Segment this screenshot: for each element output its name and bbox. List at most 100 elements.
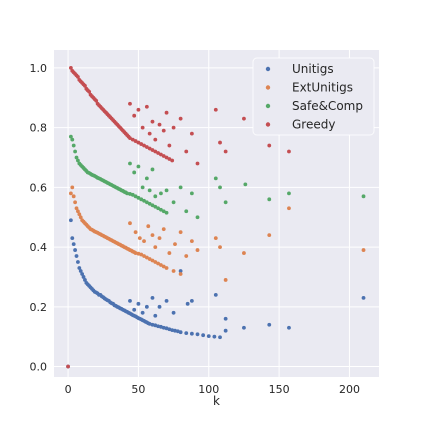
data-point	[213, 176, 218, 181]
data-point	[150, 167, 155, 172]
data-point	[150, 295, 155, 300]
legend-marker	[265, 122, 271, 127]
data-point	[76, 158, 80, 163]
data-point	[66, 364, 70, 369]
data-point	[128, 221, 132, 226]
data-point	[136, 195, 141, 200]
data-point	[267, 322, 272, 327]
data-point	[164, 210, 169, 215]
data-point	[161, 128, 166, 133]
data-point	[136, 140, 141, 145]
data-point	[184, 254, 189, 258]
x-axis-label: k	[213, 394, 220, 408]
data-point	[164, 188, 169, 193]
data-point	[139, 142, 144, 146]
data-point	[70, 185, 75, 190]
y-tick-label: 1.0	[30, 62, 48, 75]
data-point	[147, 201, 152, 206]
data-point	[147, 146, 152, 151]
data-point	[132, 113, 137, 118]
data-point	[195, 248, 200, 252]
data-point	[157, 304, 162, 309]
data-point	[139, 197, 144, 202]
data-point	[164, 298, 169, 303]
data-point	[146, 224, 151, 229]
y-tick-label: 0.6	[30, 181, 48, 194]
legend-label: ExtUnitigs	[292, 81, 353, 95]
x-tick-label: 100	[198, 383, 219, 396]
data-point	[71, 242, 76, 247]
x-tick-label: 0	[65, 383, 72, 396]
data-point	[267, 197, 272, 202]
data-point	[218, 245, 222, 249]
data-point	[153, 204, 158, 209]
data-point	[206, 334, 211, 338]
data-point	[157, 236, 162, 241]
data-point	[142, 198, 146, 203]
data-point	[213, 292, 218, 297]
data-point	[218, 185, 222, 190]
data-point	[170, 158, 175, 163]
legend-label: Greedy	[292, 118, 335, 132]
data-point	[77, 266, 82, 270]
data-point	[189, 131, 194, 136]
data-point	[150, 258, 155, 263]
data-point	[156, 206, 161, 211]
data-point	[178, 272, 183, 276]
series-unitigs	[66, 218, 366, 369]
data-point	[147, 257, 152, 261]
data-point	[195, 215, 200, 220]
data-point	[137, 236, 142, 241]
data-point	[74, 206, 79, 211]
data-point	[150, 233, 155, 238]
data-point	[159, 207, 163, 212]
data-point	[71, 143, 76, 148]
data-point	[136, 107, 141, 112]
data-point	[223, 328, 228, 333]
data-point	[173, 242, 177, 247]
data-point	[287, 191, 291, 196]
data-point	[223, 200, 228, 205]
data-point	[132, 307, 137, 312]
data-point	[242, 325, 246, 330]
data-point	[87, 89, 92, 94]
data-point	[167, 251, 172, 255]
data-point	[178, 330, 183, 335]
data-point	[150, 203, 155, 208]
data-point	[94, 98, 99, 103]
data-point	[184, 331, 189, 336]
data-point	[70, 137, 75, 142]
data-point	[189, 191, 194, 196]
data-point	[136, 301, 141, 306]
data-point	[144, 176, 149, 181]
data-point	[136, 164, 141, 169]
data-point	[76, 209, 80, 214]
data-point	[171, 310, 176, 315]
data-point	[361, 248, 366, 252]
data-point	[361, 295, 366, 300]
data-point	[128, 136, 132, 140]
data-point	[184, 209, 189, 214]
data-point	[144, 104, 149, 109]
data-point	[68, 191, 73, 196]
data-point	[144, 304, 149, 309]
data-point	[128, 161, 132, 166]
data-point	[185, 301, 190, 306]
tick-labels: 0 50 100 150 200 0.0 0.2 0.4 0.6 0.8 1.0	[30, 62, 360, 396]
data-point	[161, 227, 166, 232]
data-point	[140, 185, 145, 190]
data-point	[287, 206, 291, 211]
data-point	[153, 245, 158, 249]
data-point	[213, 107, 218, 112]
y-tick-label: 0.2	[30, 301, 48, 314]
y-tick-label: 0.4	[30, 241, 48, 254]
data-point	[161, 209, 166, 214]
data-point	[218, 140, 222, 145]
data-point	[171, 200, 176, 205]
legend-label: Unitigs	[292, 62, 334, 76]
data-point	[184, 149, 189, 154]
data-point	[223, 316, 228, 321]
series-greedy	[66, 66, 291, 369]
data-point	[164, 110, 169, 115]
data-point	[73, 248, 78, 252]
